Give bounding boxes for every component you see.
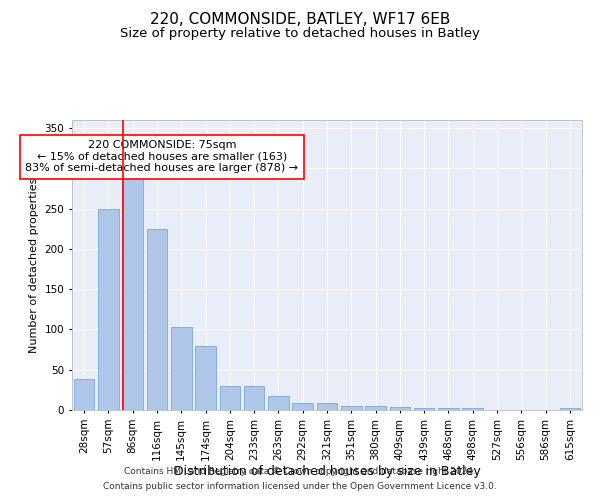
Text: 220 COMMONSIDE: 75sqm
← 15% of detached houses are smaller (163)
83% of semi-det: 220 COMMONSIDE: 75sqm ← 15% of detached … — [25, 140, 298, 173]
Bar — [98, 208, 119, 410]
Bar — [463, 408, 483, 410]
Text: Contains HM Land Registry data © Crown copyright and database right 2024.: Contains HM Land Registry data © Crown c… — [124, 467, 476, 476]
Bar — [244, 386, 265, 410]
Text: Size of property relative to detached houses in Batley: Size of property relative to detached ho… — [120, 28, 480, 40]
Bar — [195, 346, 216, 410]
Bar — [365, 406, 386, 410]
Bar — [268, 396, 289, 410]
Bar — [292, 403, 313, 410]
Text: Contains public sector information licensed under the Open Government Licence v3: Contains public sector information licen… — [103, 482, 497, 491]
Bar — [220, 386, 240, 410]
Bar — [341, 406, 362, 410]
Bar — [414, 408, 434, 410]
X-axis label: Distribution of detached houses by size in Batley: Distribution of detached houses by size … — [173, 466, 481, 478]
Y-axis label: Number of detached properties: Number of detached properties — [29, 178, 39, 352]
Bar — [122, 176, 143, 410]
Bar — [171, 327, 191, 410]
Text: 220, COMMONSIDE, BATLEY, WF17 6EB: 220, COMMONSIDE, BATLEY, WF17 6EB — [150, 12, 450, 28]
Bar — [389, 407, 410, 410]
Bar — [438, 408, 459, 410]
Bar — [560, 408, 580, 410]
Bar — [74, 380, 94, 410]
Bar — [317, 403, 337, 410]
Bar — [146, 229, 167, 410]
